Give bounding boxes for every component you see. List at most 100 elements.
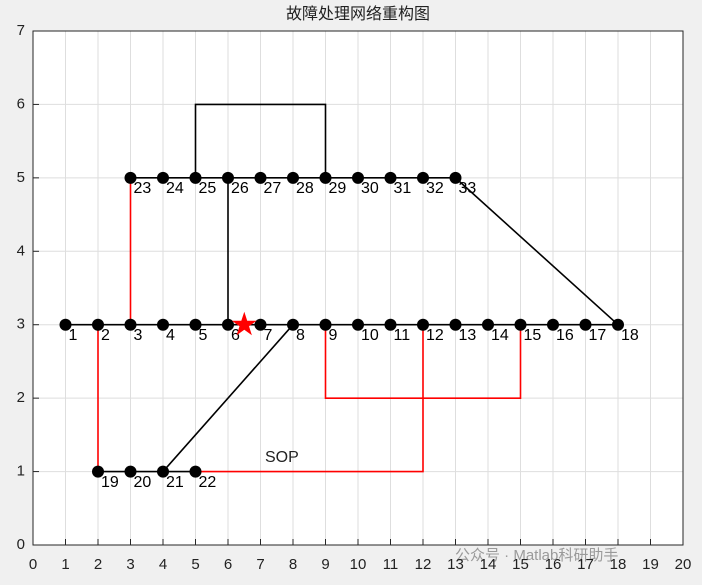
node-label: 1 [69,327,78,344]
node [124,465,137,478]
node-label: 4 [166,327,175,344]
y-tick-label: 0 [17,536,25,553]
x-tick-label: 13 [447,556,464,573]
node-label: 6 [231,327,240,344]
node [547,318,559,331]
branch-line [454,177,619,326]
node-label: 11 [394,327,411,344]
x-tick-label: 14 [480,556,497,573]
node-label: 7 [264,327,273,344]
node-label: 9 [329,327,338,344]
chart-title: 故障处理网络重构图 [286,4,430,23]
x-tick-label: 3 [126,556,134,573]
node-label: 12 [426,327,444,344]
x-tick-label: 10 [350,556,367,573]
x-tick-label: 8 [289,556,297,573]
x-tick-label: 11 [383,556,399,573]
node-label: 8 [296,327,305,344]
node [417,318,429,331]
y-tick-label: 2 [17,389,25,406]
node [514,318,527,331]
y-tick-label: 5 [17,169,25,186]
x-tick-label: 20 [675,556,692,573]
node [612,318,624,331]
node [384,171,397,184]
node [222,318,234,331]
y-tick-label: 6 [17,95,25,112]
node-label: 29 [329,180,347,197]
node [579,318,592,331]
x-tick-label: 4 [159,556,167,573]
node-label: 27 [264,180,282,197]
node-label: 26 [231,180,249,197]
node [352,318,364,331]
node-label: 20 [134,474,152,491]
x-tick-label: 17 [577,556,594,573]
node [449,318,462,331]
node-label: 32 [426,180,444,197]
node [482,318,494,331]
node [222,171,234,184]
node-label: 17 [589,327,607,344]
node-label: 24 [166,180,184,197]
node-label: 25 [199,180,217,197]
node-label: 2 [101,327,110,344]
node [319,318,332,331]
branch-line [194,103,327,178]
x-tick-label: 18 [610,556,627,573]
node [157,171,169,184]
axes-box [32,30,684,546]
x-tick-label: 15 [512,556,529,573]
node-label: 15 [524,327,542,344]
y-tick-label: 3 [17,316,25,333]
node [384,318,397,331]
y-tick-label: 7 [17,22,25,39]
node-label: 21 [166,474,184,491]
node [124,318,137,331]
branch-line [195,324,424,473]
x-tick-label: 16 [545,556,562,573]
node [157,318,169,331]
node [157,465,169,478]
x-tick-label: 1 [61,556,69,573]
node-label: 13 [459,327,477,344]
y-tick-label: 4 [17,242,25,259]
node-label: 5 [199,327,208,344]
node-label: 30 [361,180,379,197]
branch-line [162,324,294,473]
x-tick-label: 7 [256,556,264,573]
node [189,465,202,478]
y-tick-label: 1 [17,463,25,480]
x-tick-label: 2 [94,556,102,573]
node-label: 10 [361,327,379,344]
node [449,171,462,184]
node [92,318,104,331]
x-tick-label: 9 [321,556,329,573]
node-label: 19 [101,474,119,491]
node [287,318,299,331]
node [189,318,202,331]
node-label: 3 [134,327,143,344]
node-label: 18 [621,327,639,344]
node-label: 16 [556,327,574,344]
node-label: 33 [459,180,477,197]
fault-marker [231,311,257,336]
annotation: SOP [265,449,299,466]
node-label: 23 [134,180,152,197]
node [59,318,72,331]
x-tick-label: 19 [642,556,659,573]
x-tick-label: 6 [224,556,232,573]
node [254,318,267,331]
node-label: 14 [491,327,509,344]
node-label: 22 [199,474,217,491]
node-label: 31 [394,180,412,197]
node [124,171,137,184]
node [254,171,267,184]
node [92,465,104,478]
node [417,171,429,184]
x-tick-label: 12 [415,556,432,573]
node [352,171,364,184]
x-tick-label: 0 [29,556,37,573]
node [189,171,202,184]
